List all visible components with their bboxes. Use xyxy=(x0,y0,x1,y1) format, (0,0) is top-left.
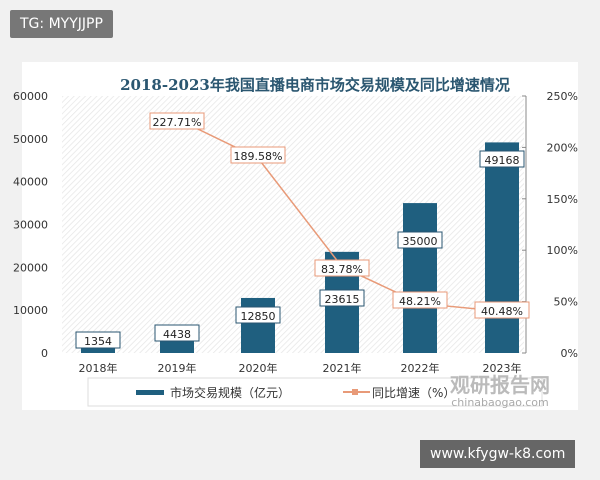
bar-data-label: 23615 xyxy=(325,293,360,306)
right-tick-label: 100% xyxy=(547,244,578,257)
bar-label-box xyxy=(75,331,121,349)
x-tick-label: 2020年 xyxy=(239,361,278,375)
line-data-label: 227.71% xyxy=(153,116,202,129)
bar-data-label: 12850 xyxy=(241,310,276,323)
chart-title: 2018-2023年我国直播电商市场交易规模及同比增速情况 xyxy=(120,76,510,94)
bar-label-box xyxy=(479,150,525,168)
left-tick-label: 30000 xyxy=(13,219,48,232)
tag-label: TG: MYYJJPP xyxy=(10,10,113,38)
x-tick-label: 2019年 xyxy=(158,361,197,375)
left-tick-label: 60000 xyxy=(13,90,48,103)
bar-data-label: 4438 xyxy=(163,328,191,341)
bar xyxy=(241,297,275,353)
line-data-label: 189.58% xyxy=(234,150,283,163)
right-tick-label: 150% xyxy=(547,193,578,206)
url-label: www.kfygw-k8.com xyxy=(420,440,576,468)
right-tick-label: 250% xyxy=(547,90,578,103)
legend-bar-swatch xyxy=(136,390,164,395)
watermark-cn: 观研报告网 xyxy=(450,373,550,397)
watermark-en: chinabaogao.com xyxy=(451,396,549,409)
left-tick-label: 50000 xyxy=(13,133,48,146)
bar xyxy=(81,347,115,353)
line-label-box xyxy=(149,112,205,130)
line-data-label: 83.78% xyxy=(321,263,363,276)
right-tick-label: 0% xyxy=(561,347,578,360)
line-data-label: 48.21% xyxy=(399,295,441,308)
legend-line-label: 同比增速（%） xyxy=(372,386,455,400)
legend-bar-label: 市场交易规模（亿元） xyxy=(170,385,290,400)
line-label-box xyxy=(474,301,530,319)
left-tick-label: 0 xyxy=(41,347,48,360)
legend-line-marker xyxy=(352,389,358,395)
bar-label-box xyxy=(154,324,200,342)
right-tick-label: 50% xyxy=(554,296,578,309)
bar xyxy=(403,203,437,353)
x-tick-label: 2022年 xyxy=(401,361,440,375)
bar-label-box xyxy=(235,306,281,324)
x-tick-label: 2021年 xyxy=(323,361,362,375)
left-tick-label: 20000 xyxy=(13,261,48,274)
x-tick-label: 2018年 xyxy=(79,361,118,375)
bar-data-label: 1354 xyxy=(84,335,112,348)
bar xyxy=(485,142,519,353)
line-label-box xyxy=(230,146,286,164)
x-tick-label: 2023年 xyxy=(483,361,522,375)
line-label-box xyxy=(314,259,370,277)
left-tick-label: 10000 xyxy=(13,304,48,317)
bar-data-label: 49168 xyxy=(485,154,520,167)
bar-label-box xyxy=(319,289,365,307)
plot-area xyxy=(62,96,524,353)
line-data-label: 40.48% xyxy=(481,305,523,318)
bar-label-box xyxy=(397,231,443,249)
left-tick-label: 40000 xyxy=(13,176,48,189)
right-tick-label: 200% xyxy=(547,141,578,154)
line-label-box xyxy=(392,291,448,309)
bar-data-label: 35000 xyxy=(403,235,438,248)
